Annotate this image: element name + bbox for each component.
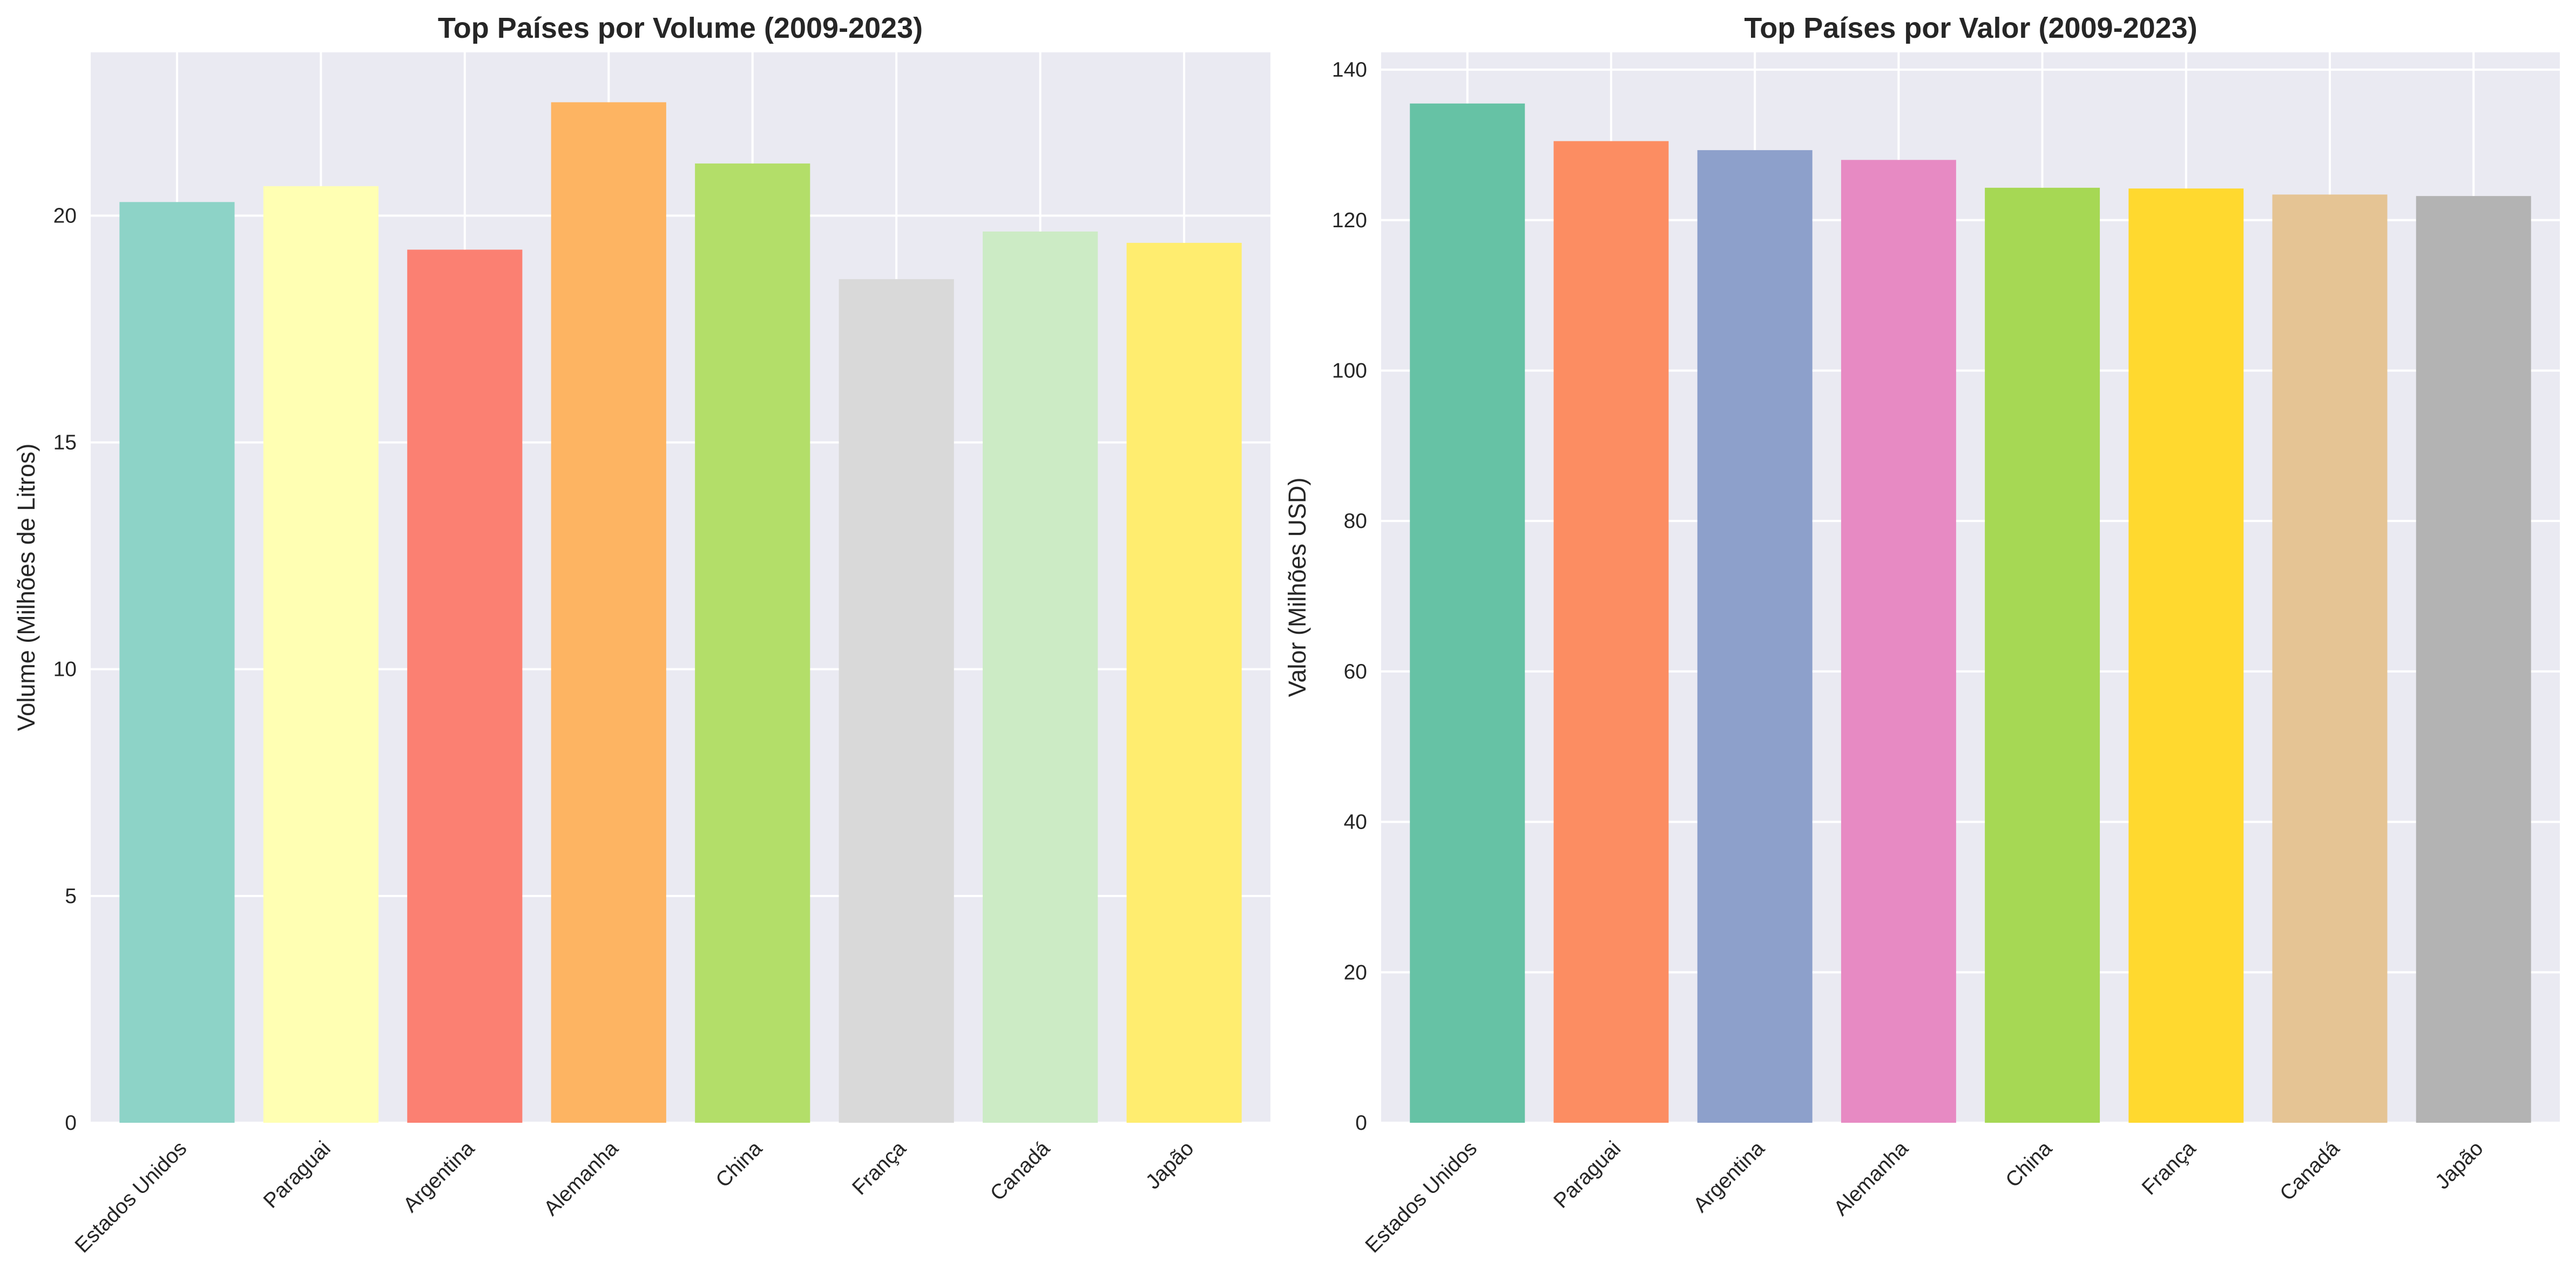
value-y-tick-label: 0	[1355, 1111, 1367, 1135]
value-x-tick-label: China	[2002, 1137, 2057, 1192]
value-y-tick-label: 80	[1344, 510, 1367, 533]
value-x-tick-label: Estados Unidos	[1361, 1137, 1482, 1258]
value-bar	[1985, 187, 2100, 1123]
value-y-tick-label: 120	[1332, 209, 1367, 232]
volume-x-tick-label: Paraguai	[259, 1137, 335, 1213]
value-bar	[2272, 194, 2388, 1123]
volume-y-tick-label: 20	[53, 204, 77, 227]
value-y-tick-label: 40	[1344, 811, 1367, 834]
volume-x-tick-label: Estados Unidos	[71, 1137, 192, 1258]
volume-bar	[263, 186, 378, 1123]
volume-bar	[839, 279, 954, 1123]
volume-y-ticks: 0 5 10 15 20	[53, 204, 77, 1135]
value-x-tick-label: Argentina	[1689, 1137, 1769, 1217]
value-x-ticks: Estados Unidos Paraguai Argentina Alemanha C…	[1361, 1137, 2488, 1258]
volume-x-tick-label: França	[848, 1137, 910, 1199]
volume-bars	[119, 102, 1242, 1123]
value-bar	[1410, 103, 1525, 1123]
value-x-tick-label: Japão	[2431, 1137, 2488, 1194]
volume-x-tick-label: Canadá	[986, 1137, 1054, 1205]
volume-chart: Top Países por Volume (2009-2023) 0 5 10 15…	[12, 12, 1270, 1258]
value-x-tick-label: Alemanha	[1829, 1137, 1913, 1220]
volume-y-tick-label: 5	[65, 885, 77, 908]
volume-bar	[119, 202, 235, 1123]
volume-x-tick-label: Alemanha	[539, 1137, 623, 1220]
value-y-tick-label: 60	[1344, 660, 1367, 683]
value-bar	[1697, 150, 1813, 1123]
volume-bar	[407, 249, 523, 1123]
volume-y-tick-label: 15	[53, 431, 77, 455]
value-chart-title: Top Países por Valor (2009-2023)	[1744, 12, 2197, 44]
value-chart: Top Países por Valor (2009-2023) 0 20 40 60…	[1283, 12, 2560, 1258]
volume-x-ticks: Estados Unidos Paraguai Argentina Alemanha C…	[71, 1137, 1199, 1258]
value-x-tick-label: França	[2138, 1137, 2200, 1199]
value-y-ticks: 0 20 40 60 80 100 120 140	[1332, 58, 1367, 1135]
volume-y-axis-label: Volume (Milhões de Litros)	[12, 444, 40, 731]
volume-x-tick-label: China	[712, 1137, 767, 1192]
value-bar	[1841, 160, 1956, 1123]
volume-chart-title: Top Países por Volume (2009-2023)	[438, 12, 923, 44]
value-bar	[2416, 196, 2531, 1123]
volume-x-tick-label: Japão	[1141, 1137, 1199, 1194]
value-x-tick-label: Canadá	[2275, 1137, 2344, 1205]
value-y-tick-label: 20	[1344, 961, 1367, 984]
value-bar	[1553, 141, 1669, 1123]
volume-bar	[551, 102, 666, 1123]
value-bars	[1410, 103, 2531, 1123]
volume-bar	[983, 231, 1098, 1123]
volume-x-tick-label: Argentina	[399, 1137, 479, 1217]
volume-bar	[1126, 242, 1242, 1123]
value-y-tick-label: 140	[1332, 58, 1367, 82]
value-x-tick-label: Paraguai	[1550, 1137, 1626, 1213]
value-y-axis-label: Valor (Milhões USD)	[1283, 478, 1311, 697]
volume-y-tick-label: 10	[53, 658, 77, 681]
volume-bar	[695, 163, 810, 1123]
volume-y-tick-label: 0	[65, 1111, 77, 1135]
value-y-tick-label: 100	[1332, 359, 1367, 382]
value-bar	[2128, 188, 2244, 1123]
